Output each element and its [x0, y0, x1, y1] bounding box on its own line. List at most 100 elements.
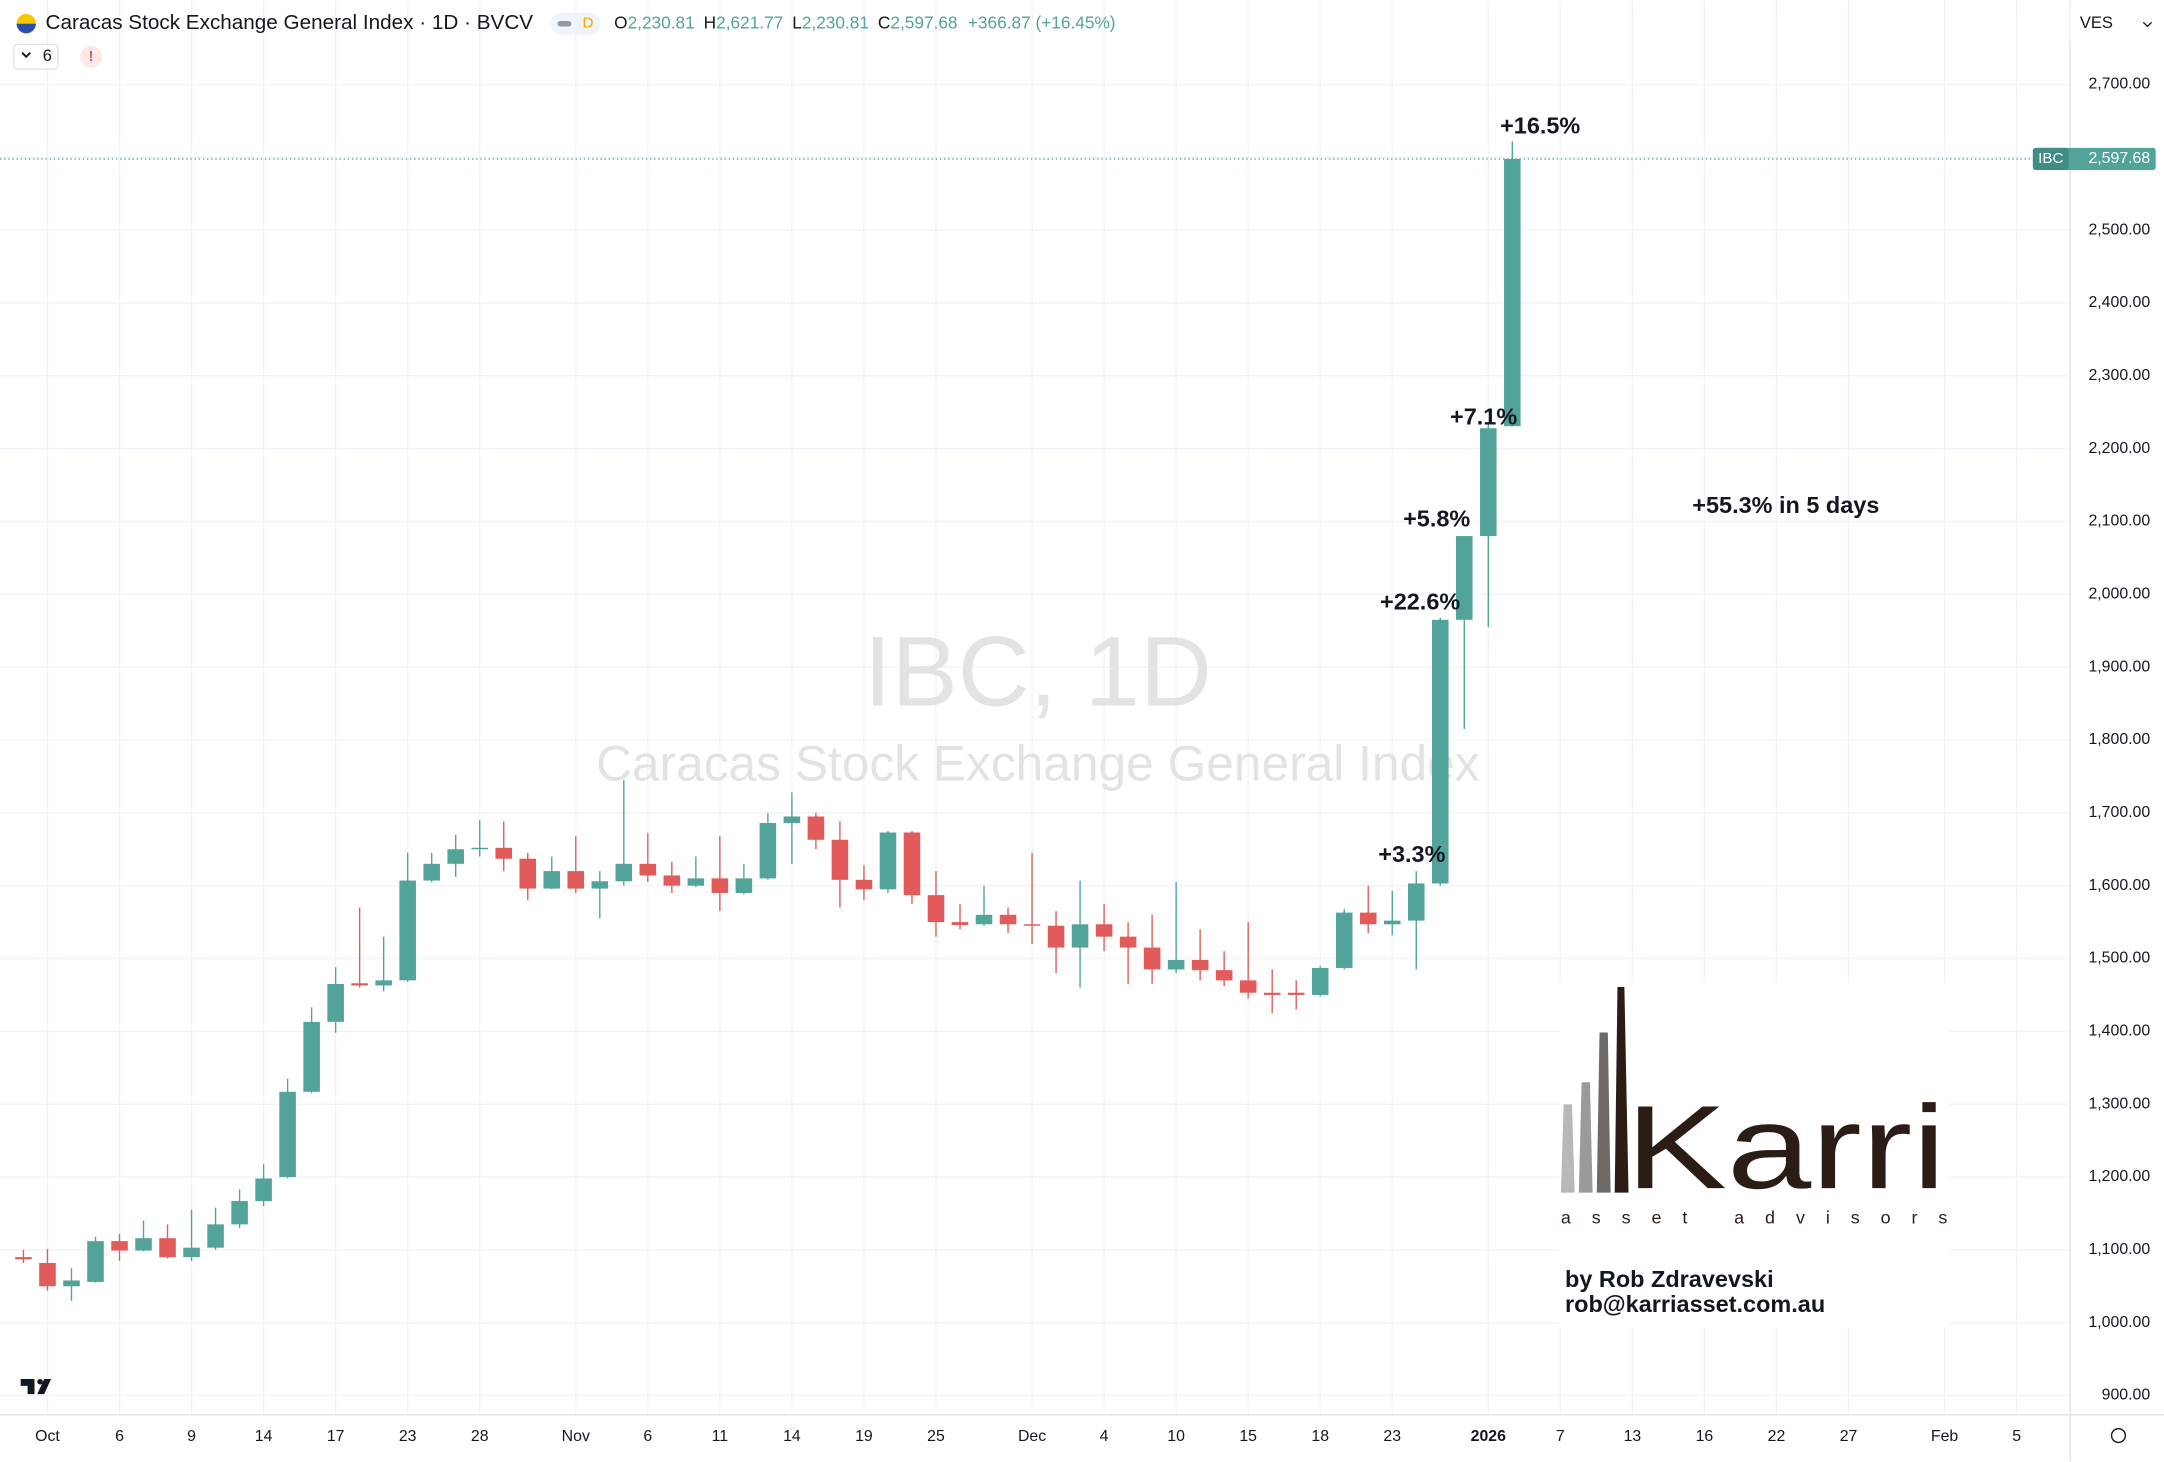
plot [0, 141, 2071, 1301]
candle-body [279, 1091, 296, 1178]
x-tick-label: 4 [1100, 1428, 1109, 1445]
candle-body [375, 980, 392, 986]
x-tick-label: 13 [1624, 1428, 1642, 1445]
x-tick-label: 2026 [1471, 1428, 1506, 1445]
x-tick-label: 22 [1768, 1428, 1786, 1445]
candle-body [1407, 883, 1425, 921]
indicator-toggle[interactable] [13, 43, 59, 70]
candle-body [567, 871, 585, 889]
x-tick-label: 6 [115, 1428, 124, 1445]
x-tick-label: 10 [1167, 1428, 1185, 1445]
candle-body [1431, 619, 1449, 884]
candle-body [951, 922, 969, 925]
candle-body [903, 832, 921, 896]
currency-select[interactable] [2070, 5, 2162, 42]
candle-body [447, 849, 464, 864]
credit-author: by Rob Zdravevski [1565, 1266, 1774, 1292]
x-tick-label: Feb [1931, 1428, 1959, 1445]
ohlc: O2,230.81 H2,621.77 L2,230.81 C2,597.68 … [614, 12, 1115, 32]
logo-bar [1614, 987, 1629, 1193]
watermark-subtitle: Caracas Stock Exchange General Index [596, 736, 1480, 792]
candle-body [759, 823, 777, 879]
candle-body [927, 895, 945, 923]
candle-body [1504, 158, 1521, 427]
ohlc-key: H [704, 12, 716, 32]
candle-body [255, 1178, 272, 1202]
status-icon [557, 20, 572, 27]
annotation: +55.3% in 5 days [1692, 492, 1879, 518]
credit-email: rob@karriasset.com.au [1565, 1291, 1825, 1317]
candle-body [39, 1262, 56, 1287]
candle-body [615, 863, 633, 882]
y-tick-label: 1,100.00 [2088, 1241, 2150, 1258]
x-tick-label: 28 [471, 1428, 489, 1445]
candle-body [591, 881, 609, 889]
y-tick-label: 2,000.00 [2088, 585, 2150, 602]
candle-body [519, 858, 537, 889]
y-tick-label: 2,400.00 [2088, 294, 2150, 311]
candle-body [687, 878, 705, 886]
price-tag-label: 2,597.68 [2088, 150, 2150, 167]
y-tick-label: 2,300.00 [2088, 367, 2150, 384]
y-tick-label: 2,100.00 [2088, 513, 2150, 530]
candle-body [207, 1224, 224, 1248]
candle-body [327, 983, 344, 1022]
candle-body [63, 1280, 80, 1287]
y-tick-label: 1,000.00 [2088, 1314, 2150, 1331]
candle-body [1143, 947, 1161, 970]
annotation: +16.5% [1500, 112, 1580, 138]
chevron-icon [21, 52, 31, 59]
x-tick-label: 16 [1696, 1428, 1714, 1445]
annotation: +3.3% [1378, 841, 1445, 867]
candle-body [1071, 924, 1089, 948]
candle-body [783, 816, 801, 824]
ohlc-value: 2,597.68 [890, 12, 957, 32]
candle-body [1335, 912, 1353, 968]
y-tick-label: 2,500.00 [2088, 221, 2150, 238]
x-tick-label: 23 [1383, 1428, 1401, 1445]
candle-body [543, 871, 561, 889]
symbol-title[interactable]: Caracas Stock Exchange General Index · 1… [46, 11, 534, 34]
ohlc-value: 2,230.81 [802, 12, 869, 32]
ohlc-key: O [614, 12, 627, 32]
candle-body [975, 914, 993, 925]
x-tick-label: Dec [1018, 1428, 1046, 1445]
candle-body [1023, 924, 1041, 926]
candle-body [423, 863, 440, 881]
candle-body [1287, 992, 1305, 995]
x-tick-label: 15 [1239, 1428, 1257, 1445]
candle-body [351, 983, 368, 986]
candle-body [1239, 980, 1257, 993]
x-tick-label: 14 [255, 1428, 273, 1445]
candle-body [111, 1241, 128, 1251]
candle-body [231, 1201, 248, 1225]
candle-body [399, 880, 416, 981]
ohlc-key: C [878, 12, 890, 32]
y-tick-label: 2,700.00 [2088, 76, 2150, 93]
x-tick-label: 14 [783, 1428, 801, 1445]
overlay: 900.00 1,000.00 1,100.00 1,200.00 1,300.00 1,… [35, 76, 2156, 1445]
tv-logo[interactable] [20, 1378, 52, 1395]
candle-body [999, 914, 1017, 925]
y-tick-label: 1,600.00 [2088, 877, 2150, 894]
x-tick-label: 18 [1311, 1428, 1329, 1445]
settings-icon[interactable] [2110, 1427, 2127, 1444]
logo-bar [1560, 1104, 1575, 1193]
annotation: +7.1% [1450, 404, 1517, 430]
x-tick-label: 11 [712, 1428, 729, 1445]
alert-mark: ! [89, 48, 94, 65]
candle-body [1263, 992, 1281, 995]
candle-body [1215, 970, 1233, 981]
x-tick-label: Nov [562, 1428, 590, 1445]
candle-body [663, 875, 681, 886]
alert-icon[interactable] [80, 45, 103, 68]
candle-body [495, 847, 513, 859]
ohlc-value: 2,621.77 [716, 12, 783, 32]
status-pill[interactable] [550, 12, 601, 35]
x-tick-label: Oct [35, 1428, 60, 1445]
annotation: +5.8% [1403, 506, 1470, 532]
annotation: +22.6% [1380, 589, 1460, 615]
chevron-icon [2142, 21, 2153, 28]
candle-body [807, 816, 825, 840]
